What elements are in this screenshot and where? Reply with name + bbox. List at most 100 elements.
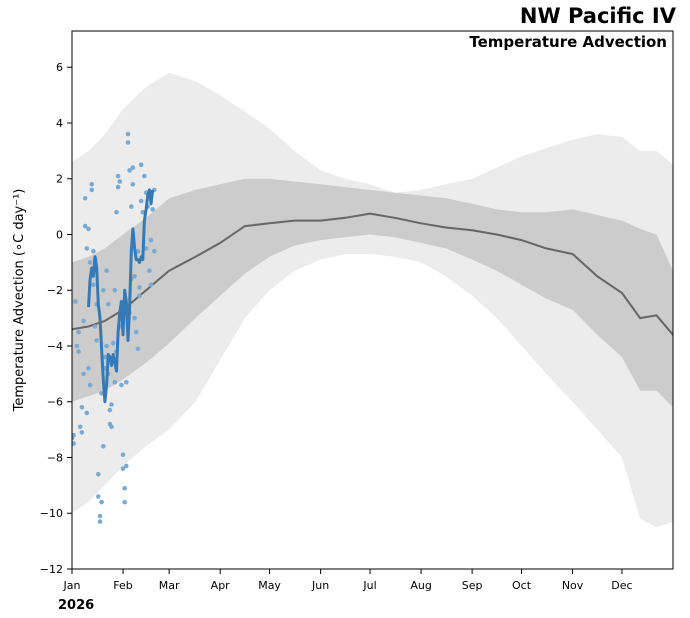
ensemble-point — [135, 248, 141, 254]
ensemble-point — [99, 499, 104, 505]
y-tick-label: −2 — [47, 284, 63, 297]
ensemble-point — [125, 131, 131, 137]
ensemble-point — [132, 315, 137, 321]
x-tick-label: Oct — [512, 579, 532, 592]
ensemble-point — [148, 282, 154, 288]
y-tick-label: −4 — [47, 340, 63, 353]
ensemble-point — [138, 162, 144, 168]
ensemble-point — [130, 182, 136, 187]
y-tick-label: 2 — [56, 173, 63, 186]
ensemble-point — [74, 343, 80, 349]
plot-frame — [71, 30, 674, 570]
y-tick-label: 6 — [56, 61, 63, 74]
ensemble-point — [119, 382, 124, 388]
ensemble-point — [76, 349, 81, 354]
ensemble-point — [109, 402, 114, 407]
x-tick-label: Sep — [462, 579, 483, 592]
ensemble-point — [115, 184, 121, 190]
ensemble-point — [114, 209, 119, 215]
ensemble-point — [135, 346, 141, 352]
ensemble-point — [72, 441, 76, 446]
ensemble-point — [112, 379, 118, 385]
x-tick-label: May — [258, 579, 281, 592]
ensemble-point — [124, 379, 129, 385]
ensemble-point — [94, 338, 99, 343]
ensemble-point — [77, 424, 83, 430]
ensemble-point — [82, 196, 88, 201]
climatology-mean-line — [72, 212, 673, 336]
ensemble-point — [132, 274, 137, 279]
ensemble-point — [115, 173, 121, 179]
ensemble-point — [105, 301, 111, 307]
ensemble-point — [109, 424, 114, 430]
ensemble-point — [143, 246, 149, 251]
y-tick-label: −8 — [47, 451, 63, 464]
ensemble-point — [89, 182, 95, 187]
chart-title: NW Pacific IV — [519, 4, 676, 28]
ensemble-point — [87, 260, 93, 265]
ensemble-point — [107, 407, 113, 413]
ensemble-point — [142, 173, 147, 179]
y-tick-label: −6 — [47, 396, 63, 409]
x-tick-label: Aug — [410, 579, 431, 592]
ensemble-point — [101, 444, 106, 449]
year-label: 2026 — [58, 598, 95, 613]
ensemble-point — [125, 140, 131, 145]
ensemble-point — [152, 248, 157, 254]
ensemble-point — [84, 410, 90, 416]
ensemble-point — [96, 494, 101, 499]
ensemble-point — [150, 207, 155, 212]
ensemble-point — [79, 430, 85, 435]
x-tick-label: Nov — [562, 579, 584, 592]
plot-area — [72, 72, 673, 528]
ensemble-point — [87, 382, 93, 388]
ensemble-point — [92, 324, 98, 329]
x-tick-label: Jan — [63, 579, 81, 592]
ensemble-point — [104, 343, 109, 349]
y-tick-label: 0 — [56, 228, 63, 241]
chart-subtitle: Temperature Advection — [469, 33, 667, 51]
ensemble-point — [122, 485, 127, 491]
plot-content — [72, 72, 673, 528]
inner-percentile-band — [72, 178, 673, 408]
ensemble-point — [120, 466, 126, 471]
ensemble-point — [102, 354, 108, 360]
ensemble-point — [137, 293, 142, 299]
x-tick-label: Mar — [159, 579, 180, 592]
ensemble-point — [130, 165, 136, 170]
x-tick-label: Feb — [113, 579, 132, 592]
ensemble-point — [101, 287, 106, 293]
ensemble-point — [104, 268, 109, 274]
ensemble-point — [81, 318, 86, 324]
x-tick-label: Apr — [211, 579, 231, 592]
ensemble-point — [76, 329, 81, 335]
ensemble-point — [124, 463, 129, 469]
ensemble-point — [120, 452, 126, 458]
y-axis-label: Temperature Advection (∘C day⁻¹) — [12, 189, 27, 413]
ensemble-point — [81, 371, 86, 377]
ensemble-point — [140, 209, 146, 215]
x-tick-label: Jul — [362, 579, 376, 592]
axes: −12 −10 −8 −6 −4 −2 0 2 4 6 Jan Feb Mar Apr May Jun Jul A… — [40, 30, 674, 592]
ensemble-point — [127, 168, 132, 173]
ensemble-point — [110, 340, 116, 346]
y-tick-label: 4 — [56, 117, 63, 130]
x-tick-label: Jun — [311, 579, 329, 592]
ensemble-point — [138, 198, 144, 204]
ensemble-point — [112, 287, 118, 293]
ensemble-point — [97, 513, 103, 519]
ensemble-point — [96, 471, 101, 477]
x-tick-label: Dec — [611, 579, 632, 592]
ensemble-point — [147, 268, 152, 274]
ensemble-point — [84, 246, 90, 251]
ensemble-point — [122, 499, 127, 505]
y-tick-label: −12 — [40, 563, 63, 576]
ensemble-point — [117, 179, 123, 184]
ensemble-point — [73, 299, 78, 304]
ensemble-point — [82, 223, 88, 229]
ensemble-point — [86, 226, 91, 232]
ensemble-point — [97, 519, 103, 524]
ensemble-point — [137, 285, 142, 290]
ensemble-point — [79, 405, 85, 410]
